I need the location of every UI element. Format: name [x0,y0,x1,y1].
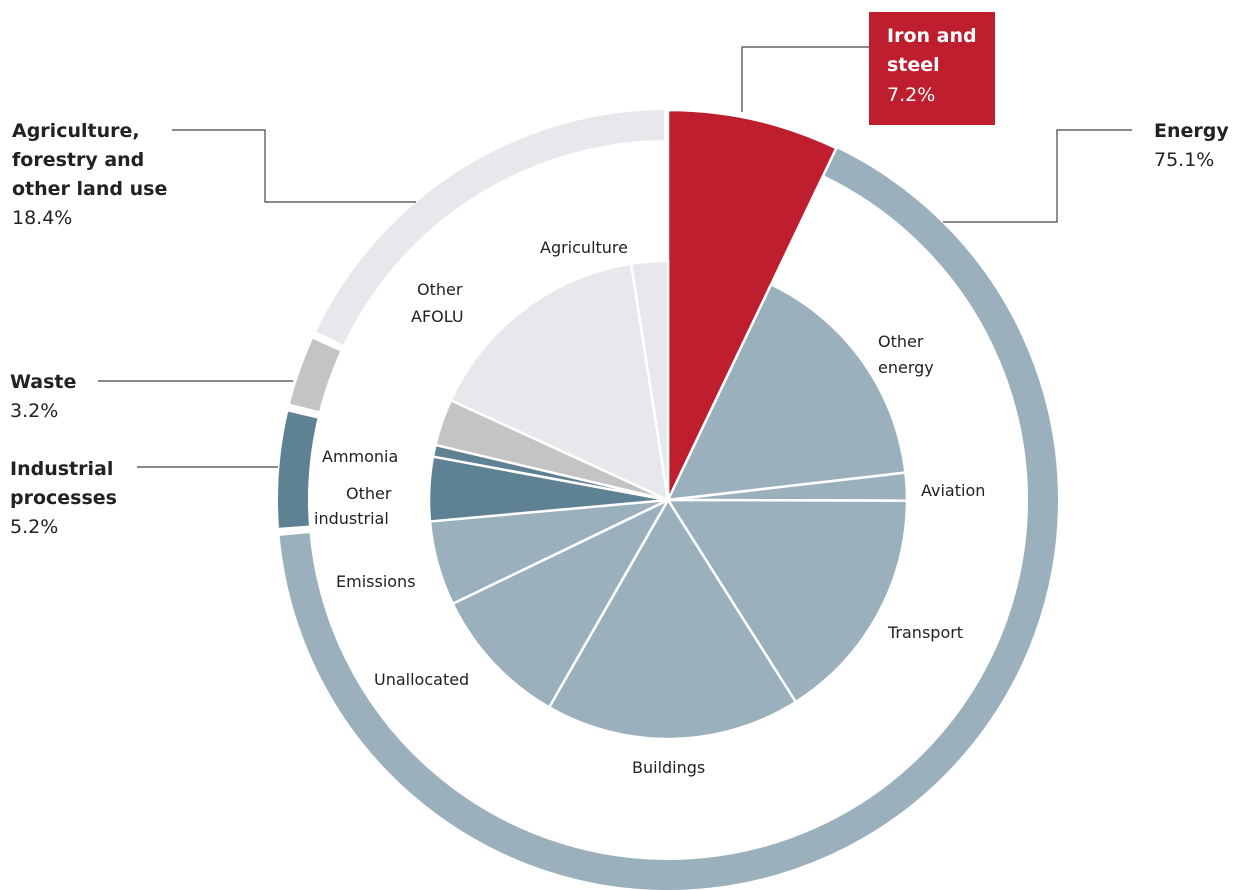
slice-label-other-industrial-2: industrial [314,509,389,528]
iron-steel-percent: 7.2% [887,84,935,106]
slice-label-other-industrial-1: Other [346,484,392,503]
energy-label: Energy [1154,120,1229,142]
energy-percent: 75.1% [1154,149,1214,171]
slice-label-unallocated: Unallocated [374,670,469,689]
waste-label: Waste [10,371,76,393]
leader-iron-steel [741,46,870,112]
leader-lines [98,46,1132,468]
outer-ring [278,110,1058,890]
slice-label-ammonia: Ammonia [322,447,398,466]
slice-label-other-energy-2: energy [878,358,934,377]
slice-label-emissions: Emissions [336,572,416,591]
inner-pie [427,108,909,741]
iron-steel-label-line1: Iron and [887,25,977,47]
ring-waste [290,338,341,412]
afolu-label-line1: Agriculture, [12,120,140,142]
slice-iron-and-steel [666,108,838,502]
slice-agriculture [629,259,670,502]
afolu-label-line3: other land use [12,178,167,200]
industrial-percent: 5.2% [10,516,58,538]
slice-label-other-afolu-1: Other [417,280,463,299]
slice-transport [666,498,909,704]
iron-steel-callout-box [869,12,995,125]
ring-agriculture-forestry-and-other-land-use [316,110,665,345]
industrial-label-line2: processes [10,487,117,509]
slice-label-transport: Transport [887,623,963,642]
leader-afolu [172,129,416,203]
slice-label-other-afolu-2: AFOLU [411,307,464,326]
waste-percent: 3.2% [10,400,58,422]
ring-energy [279,110,1058,890]
ring-industrial-processes [278,411,318,528]
slice-label-aviation: Aviation [921,481,985,500]
slice-label-buildings: Buildings [632,758,705,777]
slice-label-agriculture: Agriculture [540,238,628,257]
afolu-percent: 18.4% [12,207,72,229]
slice-unallocated [451,498,670,709]
afolu-label-line2: forestry and [12,149,144,171]
slice-other-energy [666,283,907,502]
slice-label-other-energy-1: Other [878,332,924,351]
leader-energy [943,129,1132,223]
slice-other-afolu [449,262,670,502]
industrial-label-line1: Industrial [10,458,113,480]
slice-buildings [547,498,797,741]
iron-steel-label-line2: steel [887,54,940,76]
